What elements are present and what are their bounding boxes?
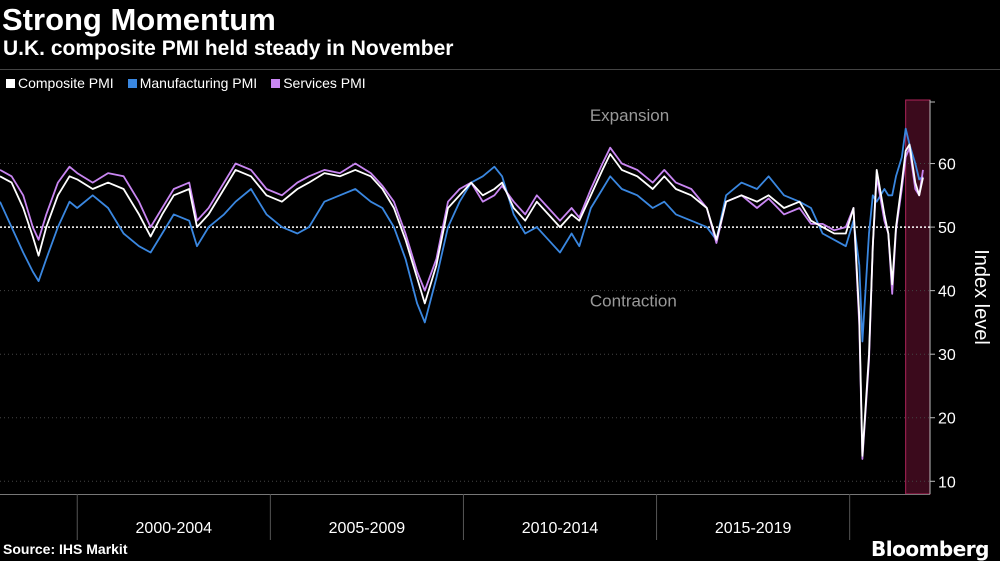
legend-item-services: Services PMI (271, 75, 366, 91)
legend-label-composite: Composite PMI (18, 75, 114, 91)
chart-title: Strong Momentum (2, 2, 276, 37)
legend-label-services: Services PMI (283, 75, 366, 91)
highlight-band (905, 99, 931, 495)
x-group-label-2005-2009: 2005-2009 (329, 520, 406, 537)
y-tick-label-10: 10 (938, 474, 956, 491)
annotation-expansion: Expansion (590, 106, 669, 125)
legend-label-manufacturing: Manufacturing PMI (139, 75, 258, 91)
y-tick-label-40: 40 (938, 284, 956, 301)
y-tick-label-50: 50 (938, 220, 956, 237)
chart-legend: Composite PMI Manufacturing PMI Services… (6, 75, 366, 91)
chart-subtitle: U.K. composite PMI held steady in Novemb… (3, 37, 454, 60)
header-divider (0, 69, 1000, 70)
legend-item-manufacturing: Manufacturing PMI (127, 75, 258, 91)
y-tick-label-30: 30 (938, 347, 956, 364)
legend-item-composite: Composite PMI (6, 75, 114, 91)
legend-swatch-composite (6, 78, 15, 88)
series-line-manufacturing-pmi (0, 127, 924, 343)
y-axis-label: Index level (970, 249, 992, 345)
x-group-label-2015-2019: 2015-2019 (715, 520, 792, 537)
legend-swatch-manufacturing (127, 78, 137, 88)
bloomberg-logo: Bloomberg (871, 537, 989, 561)
x-group-label-2000-2004: 2000-2004 (136, 520, 213, 537)
y-tick-label-60: 60 (938, 157, 956, 174)
series-line-composite-pmi (0, 143, 924, 457)
source-note: Source: IHS Markit (3, 541, 128, 557)
legend-swatch-services (271, 78, 281, 88)
y-tick-label-20: 20 (938, 411, 956, 428)
x-group-label-2010-2014: 2010-2014 (522, 520, 599, 537)
annotation-contraction: Contraction (590, 291, 677, 310)
